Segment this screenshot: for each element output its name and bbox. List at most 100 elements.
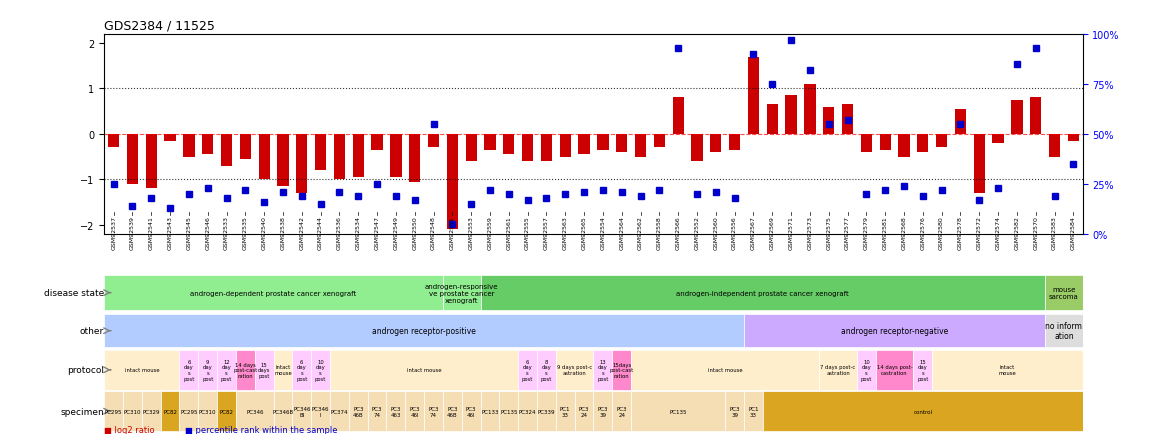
FancyBboxPatch shape — [405, 391, 424, 431]
Text: 15days
post-cast
ration: 15days post-cast ration — [609, 362, 633, 378]
Text: androgen-independent prostate cancer xenograft: androgen-independent prostate cancer xen… — [676, 290, 849, 296]
Text: GDS2384 / 11525: GDS2384 / 11525 — [104, 19, 215, 32]
Text: GSM92533: GSM92533 — [223, 216, 229, 250]
Bar — [673, 98, 683, 135]
Text: other: other — [80, 326, 104, 335]
Text: GSM92535: GSM92535 — [243, 216, 248, 250]
FancyBboxPatch shape — [820, 350, 857, 390]
Text: GSM92555: GSM92555 — [525, 216, 530, 250]
Text: PC324: PC324 — [519, 409, 536, 414]
Text: PC3
74: PC3 74 — [372, 406, 382, 417]
FancyBboxPatch shape — [218, 391, 236, 431]
Bar — [258, 135, 270, 180]
Text: PC374: PC374 — [331, 409, 349, 414]
Text: PC339: PC339 — [537, 409, 555, 414]
Text: PC3
39: PC3 39 — [730, 406, 740, 417]
Text: 6
day
s
post: 6 day s post — [296, 359, 308, 381]
Bar — [108, 135, 119, 148]
FancyBboxPatch shape — [273, 391, 292, 431]
Text: PC1
33: PC1 33 — [748, 406, 758, 417]
Text: intact mouse: intact mouse — [125, 368, 159, 372]
FancyBboxPatch shape — [537, 391, 556, 431]
Bar — [183, 135, 195, 157]
FancyBboxPatch shape — [481, 391, 499, 431]
Text: GSM92581: GSM92581 — [882, 216, 888, 250]
Text: GSM92534: GSM92534 — [356, 216, 361, 250]
FancyBboxPatch shape — [198, 391, 218, 431]
Bar — [785, 96, 797, 135]
Text: protocol: protocol — [67, 365, 104, 375]
Bar — [127, 135, 138, 184]
Text: GSM92570: GSM92570 — [1033, 216, 1039, 250]
Text: GSM92558: GSM92558 — [657, 216, 662, 250]
Bar — [598, 135, 609, 151]
Text: GSM92541: GSM92541 — [148, 216, 154, 250]
Text: PC135: PC135 — [500, 409, 518, 414]
Bar — [334, 135, 345, 180]
Text: PC329: PC329 — [142, 409, 160, 414]
Text: 14 days post-
castration: 14 days post- castration — [877, 365, 913, 375]
Text: GSM92540: GSM92540 — [262, 216, 266, 250]
FancyBboxPatch shape — [218, 350, 236, 390]
Bar — [221, 135, 232, 166]
Bar — [860, 135, 872, 153]
Text: GSM92577: GSM92577 — [845, 216, 850, 250]
Text: GSM92571: GSM92571 — [789, 216, 793, 250]
FancyBboxPatch shape — [857, 350, 875, 390]
FancyBboxPatch shape — [613, 391, 631, 431]
Text: GSM92567: GSM92567 — [750, 216, 756, 250]
Text: GSM92539: GSM92539 — [130, 216, 135, 250]
Bar — [447, 135, 459, 230]
Bar — [936, 135, 947, 148]
Bar — [823, 107, 835, 135]
Text: androgen-dependent prostate cancer xenograft: androgen-dependent prostate cancer xenog… — [190, 290, 357, 296]
FancyBboxPatch shape — [179, 391, 198, 431]
Text: GSM92557: GSM92557 — [544, 216, 549, 250]
Bar — [278, 135, 288, 187]
Bar — [635, 135, 646, 157]
Text: GSM92553: GSM92553 — [469, 216, 474, 250]
Text: GSM92584: GSM92584 — [1071, 216, 1076, 250]
FancyBboxPatch shape — [292, 391, 312, 431]
Bar — [372, 135, 382, 151]
Bar — [955, 109, 966, 135]
FancyBboxPatch shape — [537, 350, 556, 390]
Bar — [522, 135, 534, 162]
Text: GSM92536: GSM92536 — [337, 216, 342, 250]
FancyBboxPatch shape — [556, 391, 574, 431]
Bar — [1049, 135, 1061, 157]
Text: PC3
46I: PC3 46I — [410, 406, 420, 417]
FancyBboxPatch shape — [330, 391, 349, 431]
Text: GSM92566: GSM92566 — [675, 216, 681, 250]
FancyBboxPatch shape — [104, 275, 442, 311]
Text: GSM92576: GSM92576 — [921, 216, 925, 250]
Bar — [541, 135, 552, 162]
FancyBboxPatch shape — [312, 350, 330, 390]
Bar — [296, 135, 308, 194]
Text: GSM92580: GSM92580 — [939, 216, 944, 250]
Text: PC346
BI: PC346 BI — [293, 406, 310, 417]
FancyBboxPatch shape — [255, 350, 273, 390]
Bar — [1068, 135, 1079, 141]
Text: GSM92547: GSM92547 — [374, 216, 380, 250]
Text: androgen receptor-positive: androgen receptor-positive — [372, 326, 476, 335]
FancyBboxPatch shape — [499, 391, 519, 431]
Bar — [203, 135, 213, 155]
FancyBboxPatch shape — [312, 391, 330, 431]
Bar — [1031, 98, 1041, 135]
Text: GSM92565: GSM92565 — [581, 216, 587, 250]
Text: androgen receptor-negative: androgen receptor-negative — [841, 326, 948, 335]
FancyBboxPatch shape — [104, 391, 123, 431]
Text: 15
days
post: 15 days post — [258, 362, 271, 378]
Text: PC346: PC346 — [245, 409, 264, 414]
Bar — [653, 135, 665, 148]
Text: GSM92568: GSM92568 — [901, 216, 907, 250]
Text: ■ log2 ratio: ■ log2 ratio — [104, 424, 155, 434]
Text: 10
day
s
post: 10 day s post — [315, 359, 327, 381]
Text: GSM92556: GSM92556 — [732, 216, 738, 250]
Text: PC346
I: PC346 I — [312, 406, 329, 417]
FancyBboxPatch shape — [932, 350, 1083, 390]
FancyBboxPatch shape — [292, 350, 312, 390]
Text: PC135: PC135 — [669, 409, 687, 414]
Text: PC3
24: PC3 24 — [579, 406, 589, 417]
